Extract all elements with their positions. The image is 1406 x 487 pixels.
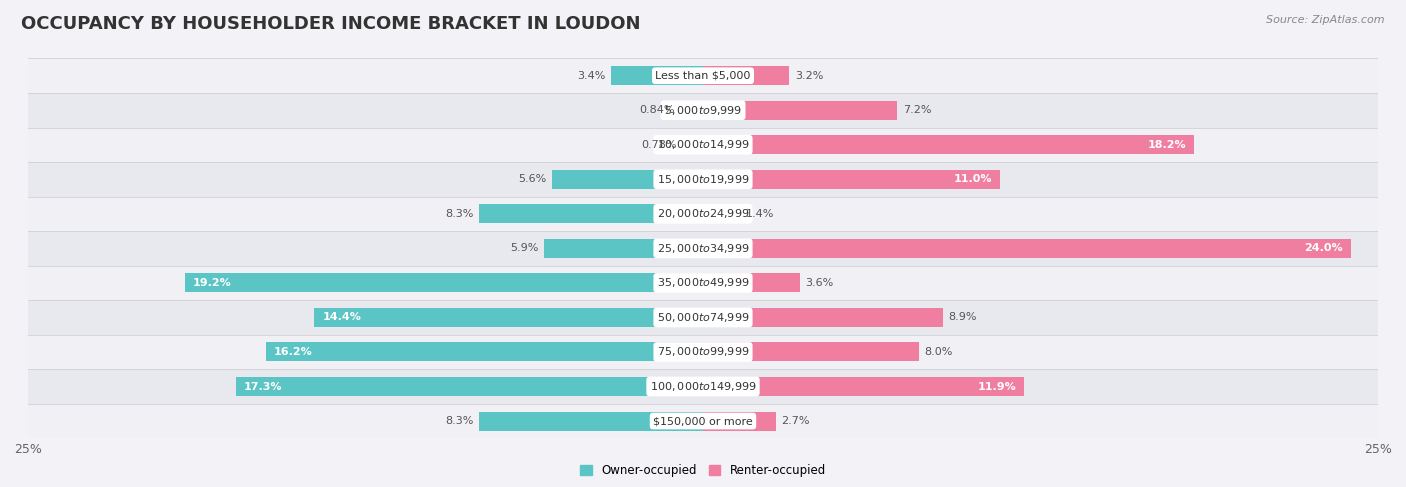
Bar: [28, 162, 1378, 197]
Legend: Owner-occupied, Renter-occupied: Owner-occupied, Renter-occupied: [575, 459, 831, 482]
Bar: [703, 135, 1194, 154]
Text: 7.2%: 7.2%: [903, 105, 931, 115]
Text: $50,000 to $74,999: $50,000 to $74,999: [657, 311, 749, 324]
Bar: [315, 308, 703, 327]
Bar: [703, 101, 897, 120]
Bar: [479, 412, 703, 431]
Bar: [703, 342, 920, 361]
Bar: [703, 308, 943, 327]
Text: 8.3%: 8.3%: [446, 209, 474, 219]
Text: 3.6%: 3.6%: [806, 278, 834, 288]
Text: 11.9%: 11.9%: [977, 381, 1017, 392]
Bar: [703, 170, 1000, 189]
Bar: [28, 369, 1378, 404]
Text: 17.3%: 17.3%: [245, 381, 283, 392]
Text: $150,000 or more: $150,000 or more: [654, 416, 752, 426]
Bar: [612, 66, 703, 85]
Text: 8.9%: 8.9%: [949, 313, 977, 322]
Bar: [266, 342, 703, 361]
Bar: [28, 231, 1378, 265]
Bar: [28, 404, 1378, 438]
Text: 2.7%: 2.7%: [782, 416, 810, 426]
Bar: [703, 205, 741, 224]
Text: 16.2%: 16.2%: [274, 347, 312, 357]
Text: 18.2%: 18.2%: [1147, 140, 1187, 150]
Text: $35,000 to $49,999: $35,000 to $49,999: [657, 277, 749, 289]
Bar: [28, 58, 1378, 93]
Bar: [28, 197, 1378, 231]
Text: 14.4%: 14.4%: [322, 313, 361, 322]
Text: $20,000 to $24,999: $20,000 to $24,999: [657, 207, 749, 220]
Bar: [236, 377, 703, 396]
Text: $100,000 to $149,999: $100,000 to $149,999: [650, 380, 756, 393]
Text: 8.0%: 8.0%: [924, 347, 953, 357]
Bar: [703, 66, 789, 85]
Bar: [28, 265, 1378, 300]
Text: 19.2%: 19.2%: [193, 278, 232, 288]
Text: 0.78%: 0.78%: [641, 140, 676, 150]
Text: 5.6%: 5.6%: [519, 174, 547, 184]
Text: 5.9%: 5.9%: [510, 244, 538, 253]
Text: $10,000 to $14,999: $10,000 to $14,999: [657, 138, 749, 151]
Bar: [551, 170, 703, 189]
Bar: [28, 300, 1378, 335]
Text: OCCUPANCY BY HOUSEHOLDER INCOME BRACKET IN LOUDON: OCCUPANCY BY HOUSEHOLDER INCOME BRACKET …: [21, 15, 641, 33]
Text: $25,000 to $34,999: $25,000 to $34,999: [657, 242, 749, 255]
Text: 24.0%: 24.0%: [1305, 244, 1343, 253]
Bar: [703, 273, 800, 292]
Bar: [184, 273, 703, 292]
Text: Source: ZipAtlas.com: Source: ZipAtlas.com: [1267, 15, 1385, 25]
Text: 8.3%: 8.3%: [446, 416, 474, 426]
Bar: [703, 412, 776, 431]
Bar: [544, 239, 703, 258]
Text: $15,000 to $19,999: $15,000 to $19,999: [657, 173, 749, 186]
Text: $5,000 to $9,999: $5,000 to $9,999: [664, 104, 742, 117]
Text: 11.0%: 11.0%: [953, 174, 991, 184]
Bar: [479, 205, 703, 224]
Bar: [703, 239, 1351, 258]
Text: 0.84%: 0.84%: [640, 105, 675, 115]
Bar: [28, 128, 1378, 162]
Text: Less than $5,000: Less than $5,000: [655, 71, 751, 81]
Text: 1.4%: 1.4%: [747, 209, 775, 219]
Bar: [28, 335, 1378, 369]
Text: $75,000 to $99,999: $75,000 to $99,999: [657, 345, 749, 358]
Text: 3.4%: 3.4%: [578, 71, 606, 81]
Bar: [28, 93, 1378, 128]
Bar: [703, 377, 1024, 396]
Bar: [682, 135, 703, 154]
Text: 3.2%: 3.2%: [794, 71, 823, 81]
Bar: [681, 101, 703, 120]
